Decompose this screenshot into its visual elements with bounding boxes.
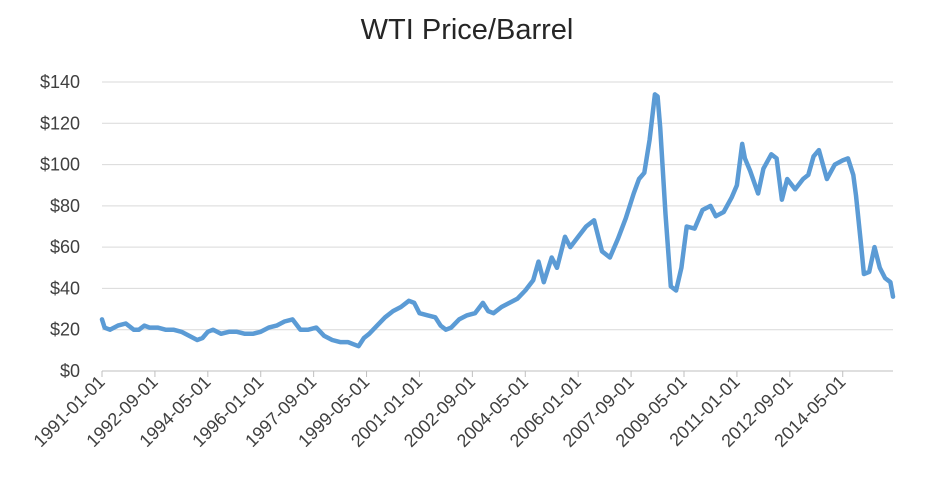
- x-axis-tick-labels: 1991-01-011992-09-011994-05-011996-01-01…: [30, 372, 850, 451]
- wti-price-series-line: [99, 92, 896, 349]
- y-tick-label: $120: [40, 113, 80, 133]
- y-tick-label: $140: [40, 72, 80, 92]
- y-tick-label: $100: [40, 155, 80, 175]
- x-axis-tick-marks: [101, 371, 844, 377]
- y-tick-label: $60: [50, 237, 80, 257]
- y-tick-label: $0: [60, 361, 80, 381]
- y-tick-label: $40: [50, 278, 80, 298]
- gridlines: [102, 81, 893, 331]
- chart-title: WTI Price/Barrel: [360, 14, 574, 46]
- y-axis-tick-labels: $0 $20 $40 $60 $80 $100 $120 $140: [40, 72, 80, 381]
- y-tick-label: $80: [50, 196, 80, 216]
- y-tick-label: $20: [50, 320, 80, 340]
